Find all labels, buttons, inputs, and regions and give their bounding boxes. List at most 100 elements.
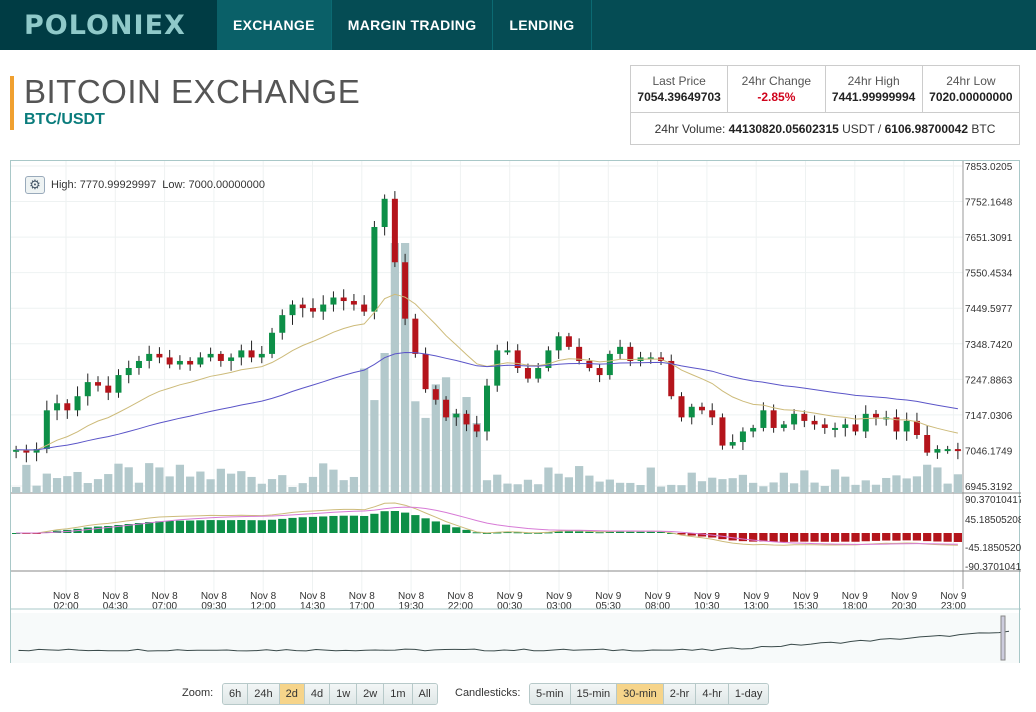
gear-icon[interactable]: ⚙ [25, 176, 45, 194]
macd-histogram-bar [923, 533, 932, 542]
price-tick-label: 7752.1648 [965, 198, 1013, 209]
candle-body [309, 308, 316, 312]
macd-histogram-bar [104, 525, 113, 533]
time-tick-day: Nov 8 [53, 591, 80, 602]
candle-body [84, 382, 91, 397]
time-tick-time: 12:00 [251, 601, 276, 612]
candle-body [872, 413, 879, 418]
macd-histogram-bar [800, 533, 809, 542]
macd-histogram-bar [513, 532, 522, 534]
volume-bar [186, 476, 195, 493]
nav-lending[interactable]: LENDING [493, 0, 592, 50]
volume-bar [851, 484, 860, 493]
volume-bar [912, 476, 922, 493]
candle-body [463, 413, 470, 425]
volume-bar [841, 476, 850, 493]
volume-bar [933, 467, 942, 493]
macd-histogram-bar [421, 518, 430, 533]
candle-15-min-button[interactable]: 15-min [570, 684, 618, 704]
market-stats: Last Price 7054.39649703 24hr Change -2.… [630, 65, 1020, 145]
candlesticks-label: Candlesticks: [455, 687, 521, 699]
time-tick-time: 13:00 [744, 601, 769, 612]
candle-body [555, 336, 562, 351]
candle-1-day-button[interactable]: 1-day [728, 684, 769, 704]
candle-body [391, 198, 398, 263]
page-header: BITCOIN EXCHANGE BTC/USDT [10, 75, 360, 130]
chart-canvas[interactable]: 7853.0205 7752.1648 7651.3091 7550.4534 7449… [11, 161, 1021, 664]
zoom-1m-button[interactable]: 1m [384, 684, 413, 704]
time-tick-day: Nov 9 [694, 591, 721, 602]
price-chart[interactable]: 7853.0205 7752.1648 7651.3091 7550.4534 7449… [10, 160, 1021, 664]
volume-bar [73, 471, 82, 493]
macd-histogram-bar [503, 532, 512, 534]
macd-histogram-bar [749, 533, 758, 542]
macd-histogram-bar [544, 532, 553, 534]
volume-bar [93, 479, 103, 493]
last-price-label: Last Price [652, 74, 706, 88]
macd-histogram-bar [196, 520, 205, 533]
zoom-4d-button[interactable]: 4d [304, 684, 331, 704]
nav-margin-trading[interactable]: MARGIN TRADING [332, 0, 494, 50]
zoom-All-button[interactable]: All [412, 684, 437, 704]
candle-body [913, 420, 920, 435]
volume-bar [155, 467, 164, 493]
candle-body [115, 375, 122, 393]
volume-bar [472, 423, 481, 493]
macd-histogram-bar [636, 531, 645, 533]
candle-body [576, 346, 583, 361]
volume-bar [749, 482, 758, 493]
zoom-2w-button[interactable]: 2w [357, 684, 385, 704]
candle-body [238, 350, 245, 358]
candle-body [596, 368, 603, 376]
macd-histogram-bar [820, 533, 829, 542]
last-price-value: 7054.39649703 [637, 90, 721, 104]
volume-bar [636, 485, 645, 493]
price-tick-label: 7550.4534 [965, 269, 1013, 280]
candle-5-min-button[interactable]: 5-min [530, 684, 571, 704]
volume-bar [124, 467, 133, 493]
macd-histogram-bar [851, 533, 860, 542]
candle-body [197, 357, 204, 365]
volume-bar [697, 481, 707, 493]
macd-histogram-bar [882, 533, 891, 541]
volume-btc-unit: BTC [971, 122, 996, 136]
last-price-cell: Last Price 7054.39649703 [631, 66, 729, 112]
candle-body [125, 368, 132, 376]
macd-histogram-bar [267, 519, 277, 533]
volume-bar [902, 478, 911, 493]
candle-4-hr-button[interactable]: 4-hr [696, 684, 729, 704]
macd-histogram-bar [667, 532, 676, 534]
macd-histogram-bar [360, 515, 369, 533]
time-tick-day: Nov 9 [792, 591, 819, 602]
volume-bar [667, 484, 676, 493]
candle-body [135, 360, 142, 369]
zoom-1w-button[interactable]: 1w [330, 684, 358, 704]
volume-bar [554, 473, 563, 493]
candle-body [770, 410, 777, 428]
candle-body [320, 304, 327, 312]
macd-histogram-bar [759, 533, 768, 542]
nav-exchange[interactable]: EXCHANGE [217, 0, 332, 50]
candle-body [924, 434, 931, 453]
macd-histogram-bar [411, 515, 420, 533]
candle-body [668, 360, 675, 397]
zoom-6h-button[interactable]: 6h [223, 684, 249, 704]
candle-body [760, 410, 767, 428]
macd-line [16, 502, 958, 546]
candle-30-min-button[interactable]: 30-min [617, 684, 664, 704]
volume-bar [687, 472, 696, 493]
candle-2-hr-button[interactable]: 2-hr [663, 684, 697, 704]
macd-histogram-bar [687, 533, 696, 536]
macd-histogram-bar [605, 531, 614, 533]
volume-label: 24hr Volume: [654, 122, 726, 136]
poloniex-logo[interactable]: POLONIEX [0, 0, 217, 50]
candle-body [842, 424, 849, 428]
price-tick-label: 6945.3192 [965, 482, 1013, 493]
candle-body [269, 332, 276, 354]
volume-bar [677, 485, 686, 493]
candle-body [719, 417, 726, 446]
candle-body [95, 382, 102, 386]
zoom-2d-button[interactable]: 2d [279, 684, 305, 704]
zoom-24h-button[interactable]: 24h [248, 684, 280, 704]
macd-histogram-bar [257, 520, 266, 533]
